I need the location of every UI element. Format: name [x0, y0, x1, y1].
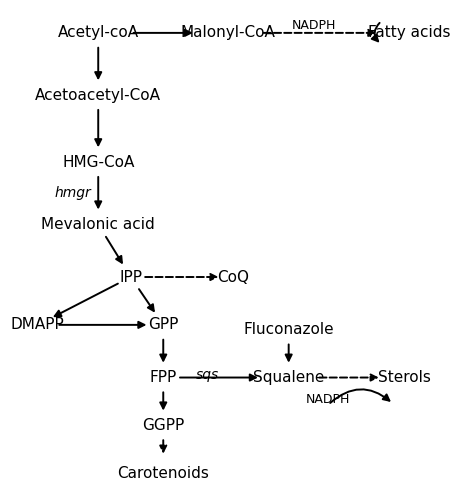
- Text: HMG-CoA: HMG-CoA: [62, 155, 135, 169]
- Text: GGPP: GGPP: [142, 418, 184, 433]
- Text: NADPH: NADPH: [306, 393, 350, 406]
- Text: CoQ: CoQ: [217, 269, 249, 284]
- Text: hmgr: hmgr: [55, 186, 91, 200]
- Text: NADPH: NADPH: [292, 19, 337, 32]
- Text: Sterols: Sterols: [378, 370, 431, 385]
- Text: Carotenoids: Carotenoids: [118, 466, 209, 481]
- Text: Mevalonic acid: Mevalonic acid: [41, 217, 155, 232]
- Text: GPP: GPP: [148, 318, 178, 332]
- Text: DMAPP: DMAPP: [11, 318, 65, 332]
- Text: sqs: sqs: [196, 368, 219, 382]
- Text: Malonyl-CoA: Malonyl-CoA: [181, 25, 276, 40]
- Text: IPP: IPP: [119, 269, 142, 284]
- Text: Fatty acids: Fatty acids: [368, 25, 451, 40]
- Text: Fluconazole: Fluconazole: [243, 322, 334, 337]
- Text: FPP: FPP: [150, 370, 177, 385]
- Text: Acetoacetyl-CoA: Acetoacetyl-CoA: [35, 88, 161, 103]
- Text: Acetyl-coA: Acetyl-coA: [58, 25, 139, 40]
- Text: Squalene: Squalene: [253, 370, 324, 385]
